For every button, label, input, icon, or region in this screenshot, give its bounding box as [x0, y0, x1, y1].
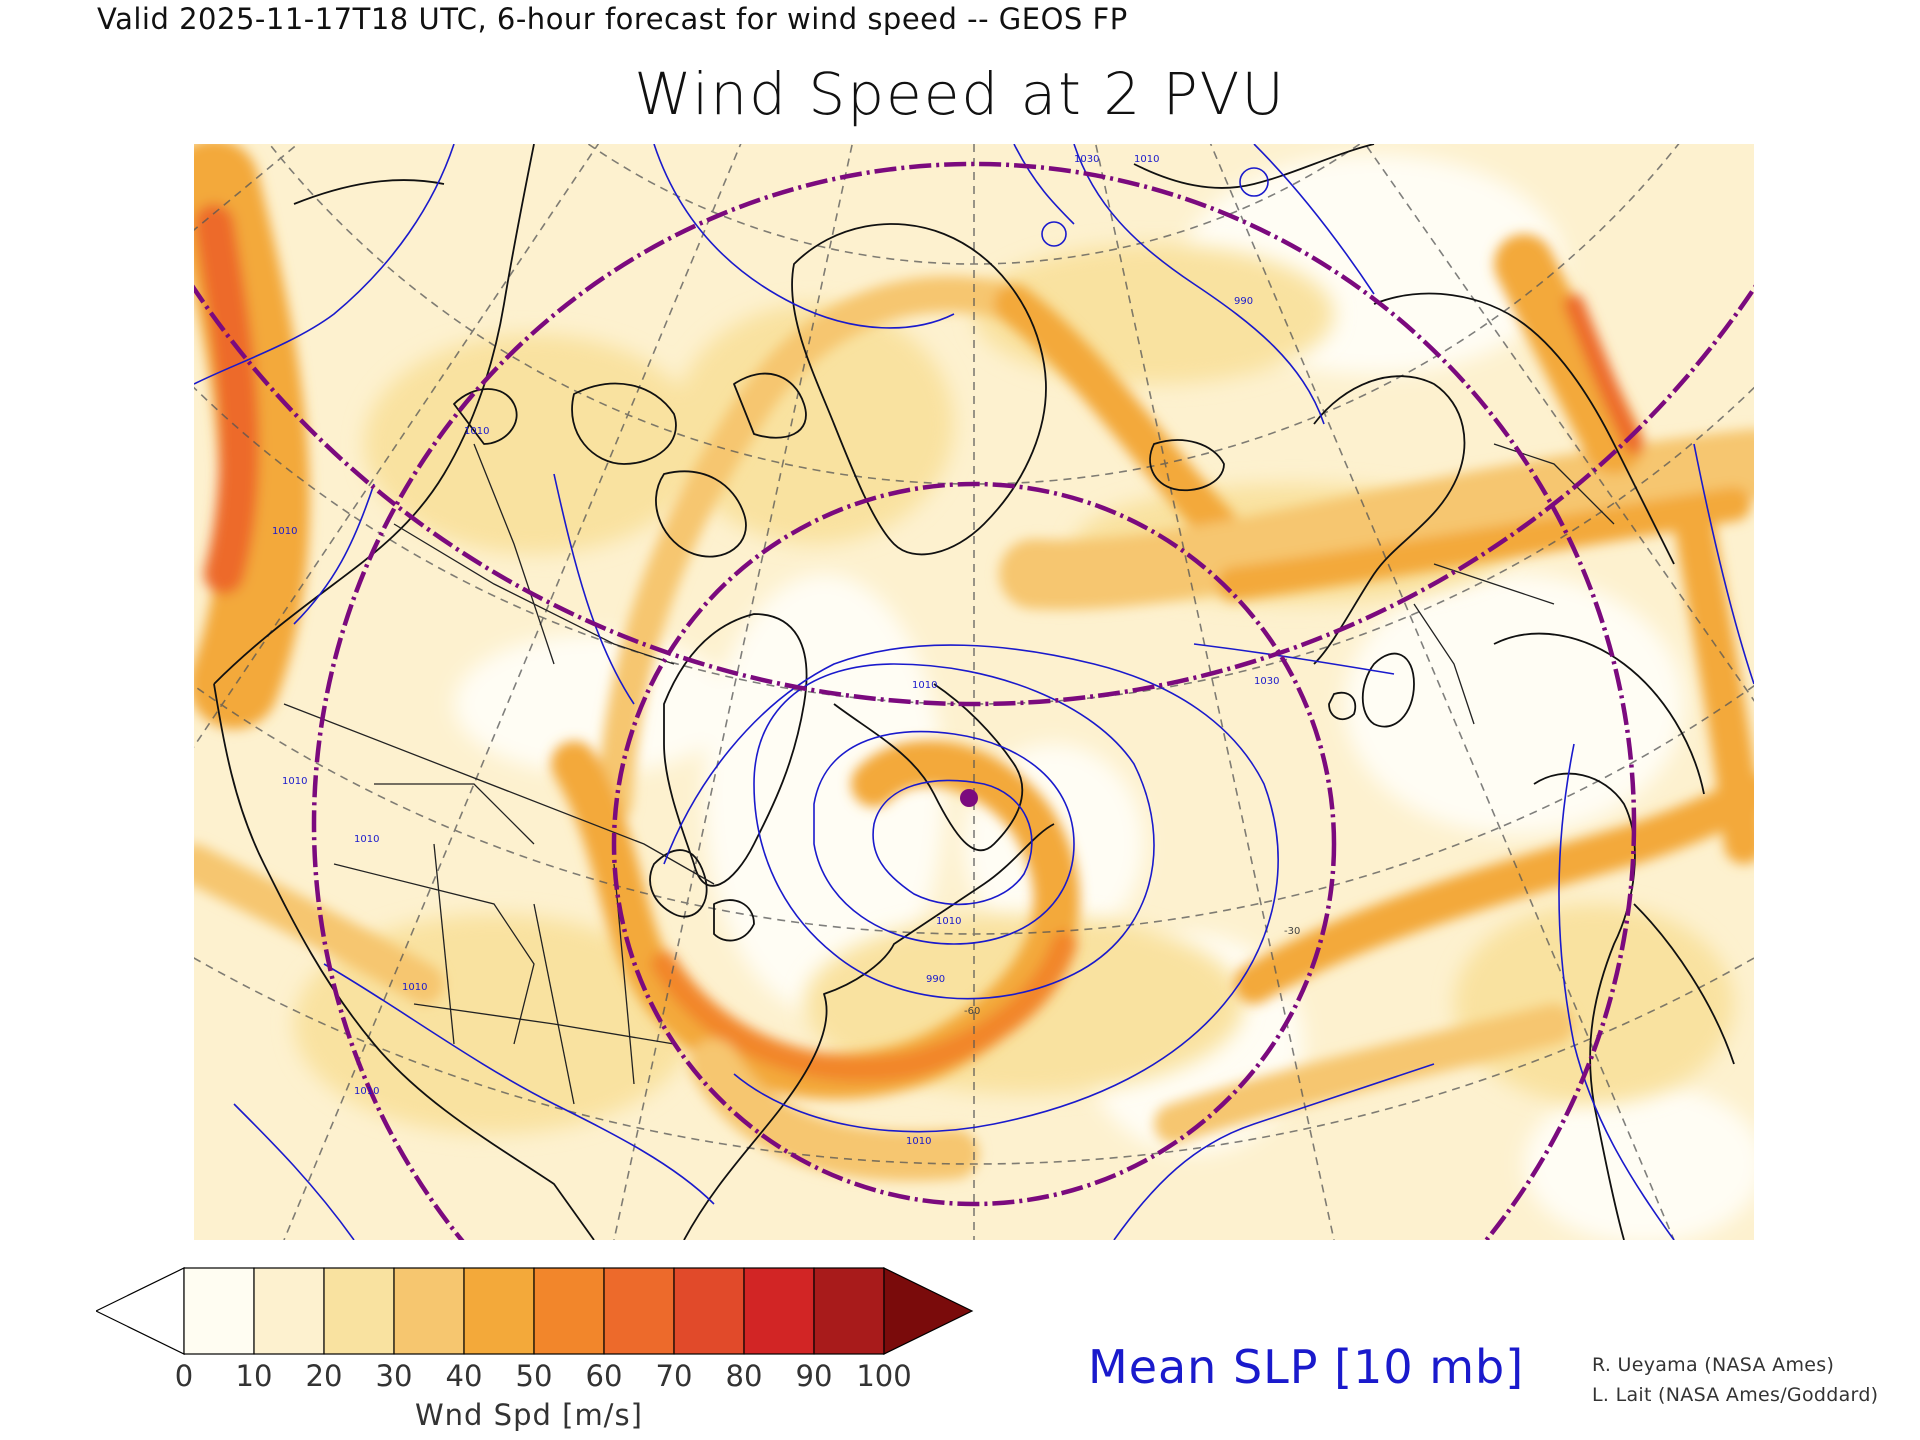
colorbar-tick-label: 20 [305, 1359, 343, 1393]
colorbar-tick-label: 70 [655, 1359, 693, 1393]
slp-label-8: 1030 [1074, 154, 1099, 165]
colorbar-tick-label: 60 [585, 1359, 623, 1393]
colorbar-tick-label: 80 [725, 1359, 763, 1393]
wind-speed-map: 990 1010 1010 1010 1010 1010 1010 1030 1… [194, 144, 1754, 1240]
slp-label-4: 1010 [354, 834, 379, 845]
slp-contour-labels: 990 1010 1010 1010 1010 1010 1010 1030 1… [272, 154, 1279, 1147]
colorbar-cell-6 [603, 1267, 675, 1355]
political-borders [283, 443, 1615, 1105]
slp-label-10: 1010 [1134, 154, 1159, 165]
colorbar-cell-4 [463, 1267, 535, 1355]
slp-contour-legend: Mean SLP [10 mb] [1088, 1340, 1525, 1394]
colorbar-cells [183, 1267, 885, 1355]
colorbar-cell-1 [253, 1267, 325, 1355]
colorbar-cell-0 [183, 1267, 255, 1355]
slp-label-2: 1010 [912, 680, 937, 691]
slp-label-7: 1010 [282, 776, 307, 787]
valid-time-line: Valid 2025-11-17T18 UTC, 6-hour forecast… [97, 2, 1128, 36]
colorbar-over-arrow [883, 1267, 974, 1355]
slp-label-13: 1010 [464, 426, 489, 437]
coastlines [213, 144, 1735, 1240]
slp-label-1: 990 [926, 974, 945, 985]
colorbar-tick-label: 50 [515, 1359, 553, 1393]
map-canvas: 990 1010 1010 1010 1010 1010 1010 1030 1… [194, 144, 1754, 1240]
jet-streams [194, 144, 1754, 1181]
slp-label-6: 1010 [354, 1086, 379, 1097]
wind-speed-colorbar [96, 1267, 974, 1355]
reference-circles [194, 161, 1754, 1240]
colorbar-cell-3 [393, 1267, 465, 1355]
credit-line-1: R. Ueyama (NASA Ames) [1592, 1354, 1835, 1376]
slp-contours [194, 144, 1754, 1240]
slp-label-11: 990 [1234, 296, 1253, 307]
slp-label-3: 1010 [936, 916, 961, 927]
colorbar-tick-label: 90 [795, 1359, 833, 1393]
credit-line-2: L. Lait (NASA Ames/Goddard) [1592, 1384, 1879, 1406]
colorbar-cell-8 [743, 1267, 815, 1355]
colorbar-tick-label: 40 [445, 1359, 483, 1393]
colorbar-tick-label: 100 [856, 1359, 912, 1393]
colorbar-cell-2 [323, 1267, 395, 1355]
colorbar-tick-label: 30 [375, 1359, 413, 1393]
slp-label-9: 1030 [1254, 676, 1279, 687]
colorbar-cell-7 [673, 1267, 745, 1355]
graticule-labels: -60 -30 [964, 926, 1300, 1017]
slp-label-12: 1010 [272, 526, 297, 537]
slp-label-5: 1010 [402, 982, 427, 993]
graticule-label-2: -30 [1284, 926, 1300, 937]
slp-label-14: 1010 [906, 1136, 931, 1147]
colorbar-tick-label: 10 [235, 1359, 273, 1393]
colorbar-cell-5 [533, 1267, 605, 1355]
map-title: Wind Speed at 2 PVU [634, 60, 1286, 128]
colorbar-label: Wnd Spd [m/s] [415, 1398, 643, 1432]
graticule-label-1: -60 [964, 1006, 980, 1017]
colorbar-under-arrow [96, 1267, 185, 1355]
colorbar-tick-label: 0 [174, 1359, 194, 1393]
colorbar-cell-9 [813, 1267, 885, 1355]
point-marker [960, 789, 978, 807]
